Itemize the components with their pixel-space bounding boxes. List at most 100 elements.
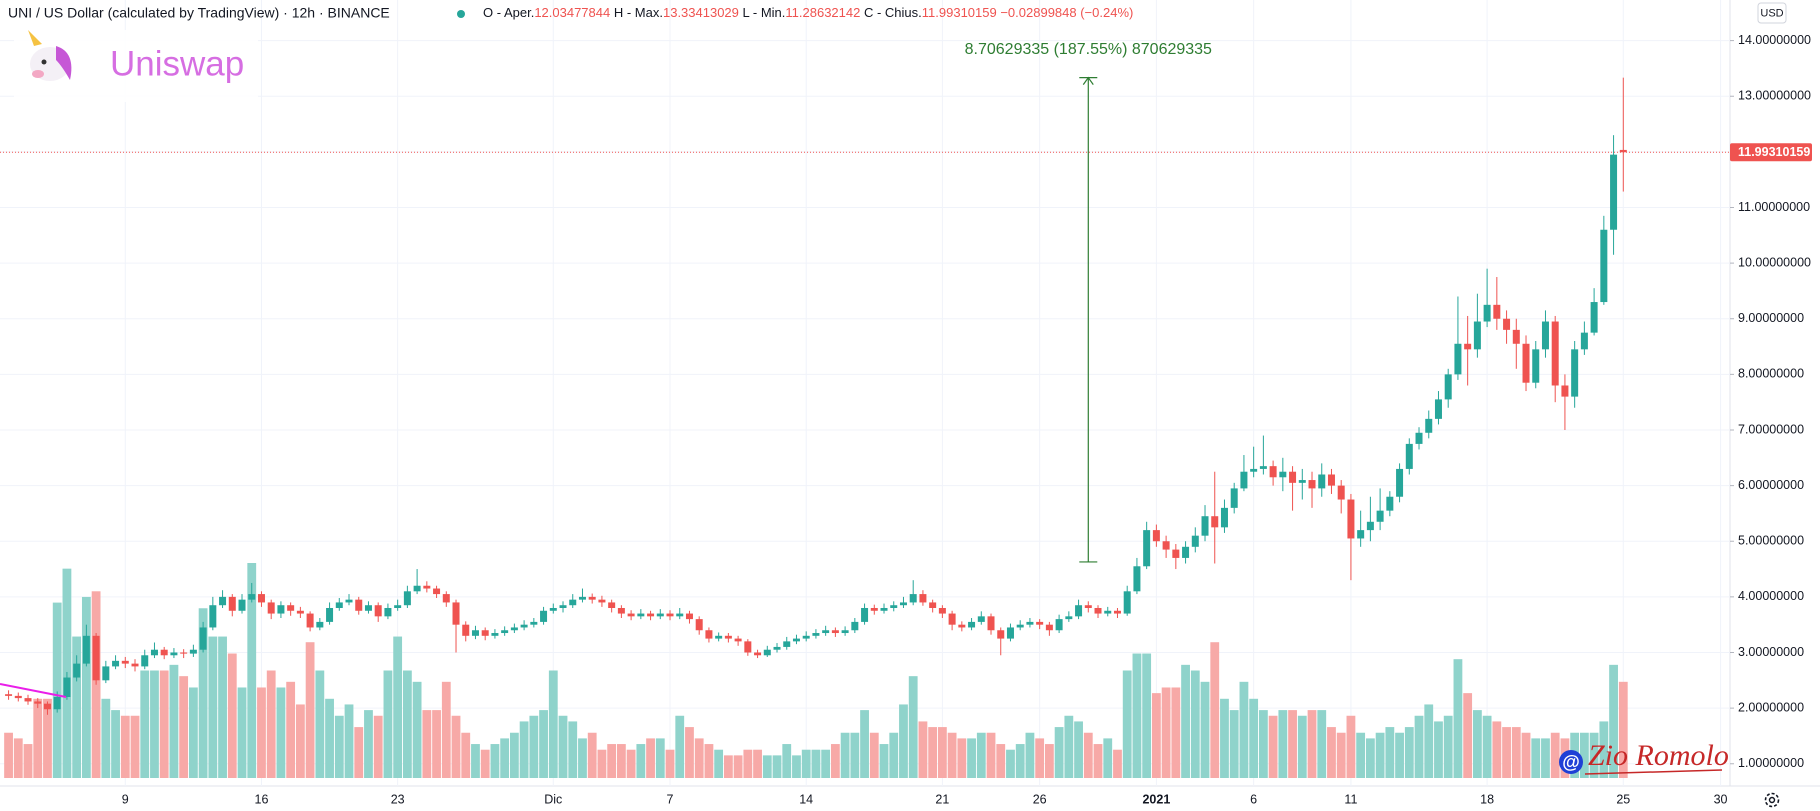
volume-bar: [1132, 653, 1142, 778]
status-dot: [457, 10, 465, 18]
x-tick-label: 18: [1480, 792, 1494, 806]
candle-body: [1376, 510, 1384, 522]
candle-body: [1036, 621, 1044, 625]
candle-body: [1366, 521, 1374, 531]
last-price-label: 11.99310159: [1738, 145, 1810, 159]
y-tick-label: 3.00000000: [1738, 645, 1804, 659]
candle-body: [403, 591, 411, 606]
volume-bar: [325, 698, 334, 778]
candle-body: [783, 641, 791, 647]
volume-bar: [344, 704, 354, 778]
candle-body: [14, 695, 22, 699]
volume-bar: [840, 732, 850, 778]
volume-bar: [753, 749, 762, 778]
candle-body: [540, 610, 548, 622]
signature-badge: [1559, 750, 1583, 774]
candle-body: [1279, 471, 1287, 478]
candle-body: [744, 641, 752, 653]
candle-body: [841, 630, 849, 634]
volume-bar: [1541, 738, 1550, 778]
candle-body: [1396, 468, 1404, 497]
volume-bar: [1453, 659, 1463, 778]
x-tick-label: 11: [1344, 792, 1357, 806]
y-tick-label: 4.00000000: [1738, 589, 1804, 603]
candle-body: [715, 635, 723, 639]
candle-body: [705, 630, 713, 639]
volume-bar: [1482, 715, 1492, 778]
candle-body: [394, 605, 402, 608]
candle-body: [773, 646, 781, 650]
candle-body: [792, 638, 800, 642]
candle-body: [34, 701, 42, 704]
volume-bar: [947, 732, 957, 778]
candle-body: [189, 649, 197, 654]
x-tick-label: 16: [255, 792, 269, 806]
volume-bar: [140, 670, 150, 778]
volume-bar: [626, 749, 636, 778]
ohlc-legend: O - Aper.12.03477844 H - Max.13.33413029…: [483, 5, 1133, 20]
candle-body: [1464, 343, 1472, 350]
candle-body: [82, 635, 90, 664]
volume-bar: [1288, 710, 1297, 778]
candle-body: [374, 605, 382, 617]
watermark-text: Uniswap: [110, 44, 244, 83]
candle-body: [335, 602, 343, 608]
volume-bar: [412, 681, 422, 778]
candle-body: [1143, 530, 1151, 567]
candle-body: [491, 633, 499, 636]
candle-body: [890, 605, 898, 608]
candle-body: [763, 649, 771, 656]
volume-bar: [13, 738, 23, 778]
volume-bar: [976, 732, 986, 778]
candle-body: [24, 698, 32, 702]
candle-body: [968, 621, 976, 628]
candle-body: [1065, 616, 1073, 620]
candle-body: [452, 602, 460, 625]
volume-bar: [1599, 721, 1609, 778]
volume-bar: [500, 738, 510, 778]
candle-body: [1619, 149, 1627, 153]
candle-body: [1327, 474, 1335, 486]
volume-bar: [461, 732, 471, 778]
volume-bar: [1113, 749, 1122, 778]
signature-name: Zio Romolo: [1588, 739, 1729, 772]
y-tick-label: 5.00000000: [1738, 534, 1804, 548]
volume-bar: [646, 738, 655, 778]
candle-body: [384, 607, 392, 617]
candle-body: [442, 594, 450, 603]
volume-bar: [1044, 744, 1054, 778]
candle-body: [656, 613, 664, 617]
volume-bar: [860, 710, 869, 778]
candle-body: [287, 605, 295, 611]
volume-bar: [723, 755, 733, 778]
volume-bar: [1210, 642, 1220, 778]
volume-bar: [1268, 715, 1278, 778]
overlay-layer: 11.99310159 8.70629335 (187.55%) 87062933…: [0, 41, 1812, 563]
volume-bar: [879, 744, 889, 778]
volume-bar: [597, 749, 607, 778]
volume-bar: [928, 727, 938, 778]
volume-bar: [1395, 732, 1404, 778]
candle-body: [958, 624, 966, 628]
volume-bar: [830, 744, 840, 778]
candle-body: [1473, 321, 1481, 350]
candle-body: [131, 663, 139, 667]
y-tick-label: 13.00000000: [1738, 89, 1811, 103]
currency-box[interactable]: [1757, 2, 1787, 24]
candle-body: [150, 649, 158, 656]
candle-body: [5, 694, 13, 696]
volume-bar: [1550, 732, 1560, 778]
candle-body: [141, 655, 149, 667]
candle-body: [413, 585, 421, 592]
candle-body: [831, 630, 839, 634]
candle-body: [471, 630, 479, 636]
volume-bar: [801, 749, 811, 778]
volume-bar: [432, 710, 441, 778]
volume-bar: [480, 749, 490, 778]
candle-body: [1230, 488, 1238, 508]
candle-body: [1182, 546, 1190, 558]
candle-body: [73, 663, 81, 678]
trend-line[interactable]: [0, 683, 67, 698]
settings-gear[interactable]: [1764, 792, 1780, 808]
